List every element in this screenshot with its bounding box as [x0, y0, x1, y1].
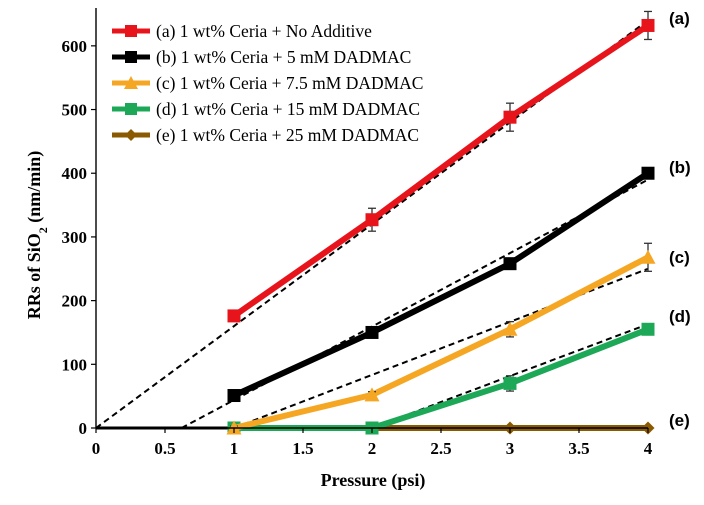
- legend-item-0: (a) 1 wt% Ceria + No Additive: [112, 21, 372, 41]
- y-tick-label-2: 200: [62, 292, 88, 311]
- y-axis-title-subscript: 2: [36, 227, 50, 233]
- x-tick-label-2: 1: [230, 439, 239, 458]
- x-tick-label-4: 2: [368, 439, 377, 458]
- curve-label-4: (e): [669, 411, 690, 430]
- series-1: [227, 166, 655, 403]
- y-tick-label-6: 600: [62, 37, 88, 56]
- x-tick-label-1: 0.5: [154, 439, 175, 458]
- series-line-0: [232, 22, 650, 319]
- data-point-0-0: [227, 309, 241, 323]
- legend-swatch-marker-4: [125, 129, 137, 141]
- x-tick-label-6: 3: [506, 439, 515, 458]
- y-tick-label-3: 300: [62, 228, 88, 247]
- legend-label-2: (c) 1 wt% Ceria + 7.5 mM DADMAC: [156, 73, 423, 93]
- fit-line-3: [371, 323, 649, 429]
- legend-item-4: (e) 1 wt% Ceria + 25 mM DADMAC: [112, 125, 419, 145]
- data-point-0-2: [503, 110, 517, 124]
- curve-label-1: (b): [669, 158, 691, 177]
- data-point-1-0: [227, 389, 241, 403]
- data-point-2-3: [640, 249, 656, 264]
- curve-label-2: (c): [669, 248, 690, 267]
- series-line-1: [232, 170, 650, 399]
- x-tick-label-0: 0: [92, 439, 101, 458]
- x-tick-label-5: 2.5: [430, 439, 451, 458]
- data-point-1-1: [365, 325, 379, 339]
- fit-line-2: [233, 267, 649, 429]
- data-point-0-3: [641, 18, 655, 32]
- legend-item-2: (c) 1 wt% Ceria + 7.5 mM DADMAC: [112, 73, 423, 93]
- curve-label-3: (d): [669, 307, 691, 326]
- curve-label-0: (a): [669, 9, 690, 28]
- data-point-3-3: [641, 322, 655, 336]
- x-tick-label-3: 1.5: [292, 439, 313, 458]
- y-axis-title-unit: (nm/min): [24, 151, 45, 228]
- legend-item-1: (b) 1 wt% Ceria + 5 mM DADMAC: [112, 47, 411, 67]
- y-axis-title-main: RRs of SiO: [24, 233, 44, 319]
- legend-swatch-marker-0: [125, 25, 137, 37]
- data-point-1-2: [503, 257, 517, 271]
- legend-label-3: (d) 1 wt% Ceria + 15 mM DADMAC: [156, 99, 420, 119]
- y-axis-title: RRs of SiO2 (nm/min): [24, 151, 50, 320]
- legend-swatch-marker-3: [125, 103, 137, 115]
- legend: (a) 1 wt% Ceria + No Additive (b) 1 wt% C…: [112, 21, 423, 145]
- data-point-1-3: [641, 166, 655, 180]
- axes-layer: 0 0.5 1 1.5 2 2.5 3 3.5 4 0 100 200 300 400 500 600: [62, 8, 653, 458]
- y-tick-label-4: 400: [62, 164, 88, 183]
- y-tick-label-0: 0: [79, 419, 88, 438]
- legend-swatch-marker-2: [124, 76, 138, 89]
- data-point-3-2: [503, 376, 517, 390]
- y-tick-label-5: 500: [62, 101, 88, 120]
- series-3: [227, 322, 655, 435]
- y-tick-label-1: 100: [62, 355, 88, 374]
- legend-label-1: (b) 1 wt% Ceria + 5 mM DADMAC: [156, 47, 411, 67]
- data-point-2-2: [502, 321, 518, 336]
- series-line-2: [233, 254, 650, 431]
- curve-labels: (a) (b) (c) (d) (e): [669, 9, 691, 430]
- x-tick-label-8: 4: [644, 439, 653, 458]
- legend-item-3: (d) 1 wt% Ceria + 15 mM DADMAC: [112, 99, 420, 119]
- legend-label-0: (a) 1 wt% Ceria + No Additive: [156, 21, 372, 41]
- legend-label-4: (e) 1 wt% Ceria + 25 mM DADMAC: [156, 125, 419, 145]
- data-point-2-1: [364, 387, 380, 402]
- x-axis-title: Pressure (psi): [321, 470, 426, 491]
- legend-swatch-marker-1: [125, 51, 137, 63]
- x-tick-label-7: 3.5: [568, 439, 589, 458]
- series-0: [227, 10, 655, 323]
- series-2: [226, 242, 656, 435]
- data-point-0-1: [365, 213, 379, 227]
